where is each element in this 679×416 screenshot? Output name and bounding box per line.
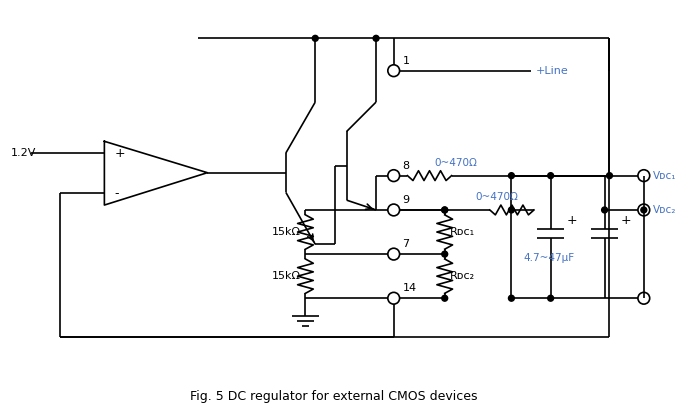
Circle shape [641,207,647,213]
Circle shape [602,207,608,213]
Text: Vᴅᴄ₁: Vᴅᴄ₁ [653,171,676,181]
Text: Rᴅᴄ₂: Rᴅᴄ₂ [449,271,475,281]
Text: 14: 14 [403,283,417,293]
Text: 15kΩ: 15kΩ [272,271,301,281]
Text: 8: 8 [403,161,409,171]
Text: +: + [566,214,577,227]
Circle shape [509,295,515,301]
Text: 0~470Ω: 0~470Ω [475,192,518,202]
Circle shape [548,173,553,178]
Text: 1.2V: 1.2V [11,148,37,158]
Text: +: + [114,146,125,160]
Text: 0~470Ω: 0~470Ω [434,158,477,168]
Circle shape [509,173,515,178]
Circle shape [442,207,447,213]
Text: 7: 7 [403,239,409,249]
Text: Vᴅᴄ₂: Vᴅᴄ₂ [653,205,676,215]
Text: +: + [621,214,631,227]
Text: 1: 1 [403,56,409,66]
Circle shape [548,295,553,301]
Text: -: - [114,187,119,200]
Text: 4.7~47μF: 4.7~47μF [523,253,574,263]
Text: +Line: +Line [536,66,569,76]
Text: Fig. 5 DC regulator for external CMOS devices: Fig. 5 DC regulator for external CMOS de… [190,390,477,403]
Circle shape [442,207,447,213]
Circle shape [373,35,379,41]
Text: 9: 9 [403,195,409,205]
Circle shape [442,295,447,301]
Circle shape [509,207,515,213]
Circle shape [606,173,612,178]
Circle shape [312,35,318,41]
Text: Rᴅᴄ₁: Rᴅᴄ₁ [449,227,475,237]
Text: 15kΩ: 15kΩ [272,227,301,237]
Circle shape [442,251,447,257]
